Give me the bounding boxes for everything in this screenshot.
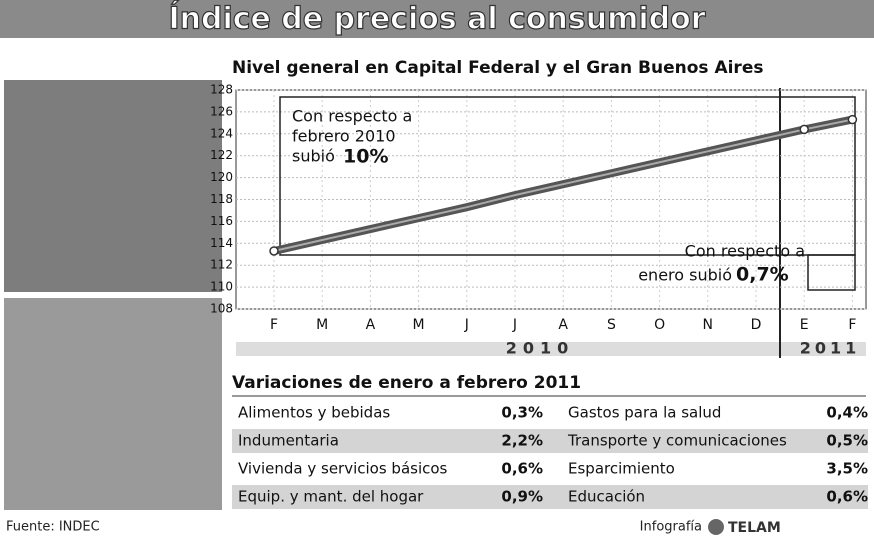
y-tick-label: 114 <box>210 236 233 250</box>
point <box>270 247 278 255</box>
y-tick-label: 122 <box>210 148 233 162</box>
x-tick-label: A <box>366 317 376 333</box>
x-tick-label: M <box>316 317 328 333</box>
x-tick-label: A <box>558 317 568 333</box>
category-name: Equip. y mant. del hogar <box>238 488 424 506</box>
brand: TELAM <box>728 520 781 536</box>
y-tick-label: 124 <box>210 126 233 140</box>
annotation-highlight: 10% <box>343 146 388 168</box>
category-name: Esparcimiento <box>568 460 675 478</box>
x-tick-label: J <box>464 317 469 333</box>
point <box>848 116 856 124</box>
x-tick-label: F <box>270 317 278 333</box>
category-value: 2,2% <box>501 432 543 450</box>
x-tick-label: O <box>654 317 665 333</box>
category-name: Indumentaria <box>238 432 339 450</box>
page-title: Índice de precios al consumidor <box>168 1 705 37</box>
x-tick-label: M <box>413 317 425 333</box>
infographic: Índice de precios al consumidor Nivel ge… <box>0 0 874 539</box>
annotation-box <box>808 255 855 290</box>
category-value: 0,4% <box>826 404 868 422</box>
category-name: Vivienda y servicios básicos <box>238 460 448 478</box>
x-tick-label: F <box>848 317 856 333</box>
y-tick-label: 126 <box>210 104 233 118</box>
x-tick-label: S <box>607 317 616 333</box>
category-value: 0,3% <box>501 404 543 422</box>
source: Fuente: INDEC <box>6 520 100 535</box>
y-tick-label: 128 <box>210 83 233 97</box>
point <box>800 125 808 133</box>
category-value: 0,6% <box>501 460 543 478</box>
x-tick-label: J <box>512 317 517 333</box>
annotation-text: enero subió <box>638 266 732 285</box>
y-tick-label: 120 <box>210 170 233 184</box>
credit: Infografía <box>640 520 702 535</box>
x-tick-label: E <box>800 317 809 333</box>
category-name: Educación <box>568 488 645 506</box>
y-tick-label: 110 <box>210 280 233 294</box>
annotation-text: febrero 2010 <box>292 127 396 146</box>
y-tick-label: 112 <box>210 258 233 272</box>
category-value: 0,6% <box>826 488 868 506</box>
category-value: 0,9% <box>501 488 543 506</box>
y-tick-label: 116 <box>210 214 233 228</box>
category-value: 0,5% <box>826 432 868 450</box>
x-tick-label: D <box>751 317 762 333</box>
annotation-text: Con respecto a <box>685 242 805 261</box>
table-title: Variaciones de enero a febrero 2011 <box>232 373 581 393</box>
category-name: Transporte y comunicaciones <box>567 432 787 450</box>
x-tick-label: N <box>703 317 713 333</box>
chart-title: Nivel general en Capital Federal y el Gr… <box>232 58 763 78</box>
year-label: 2010 <box>506 339 575 358</box>
y-tick-label: 118 <box>210 192 233 206</box>
annotation-text: Con respecto a <box>292 107 412 126</box>
photo-market <box>4 80 222 292</box>
annotation-highlight: 0,7% <box>736 264 789 286</box>
photo-goods <box>4 298 222 510</box>
annotation-text: subió <box>292 147 335 166</box>
brand-logo <box>708 519 724 535</box>
category-value: 3,5% <box>826 460 868 478</box>
category-name: Gastos para la salud <box>568 404 721 422</box>
category-name: Alimentos y bebidas <box>238 404 390 422</box>
y-tick-label: 108 <box>210 302 233 316</box>
year-label: 2011 <box>800 339 861 358</box>
